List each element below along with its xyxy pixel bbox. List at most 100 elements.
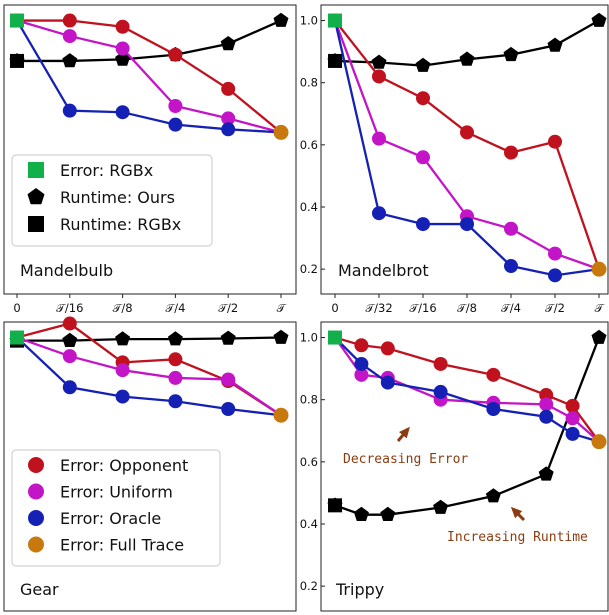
x-tick-label: 𝒯/8	[457, 301, 477, 315]
x-tick-label: 𝒯	[595, 301, 606, 315]
point-rgbx-runtime	[328, 53, 342, 68]
panel-mandelbulb: 0 𝒯/16 𝒯/8 𝒯/4 𝒯/2 𝒯 Mandelbulb	[3, 4, 297, 315]
point-uniform	[539, 397, 554, 412]
x-tick-label: 𝒯/32	[365, 301, 392, 315]
panel-mandelbrot: 0 𝒯/32 𝒯/16 𝒯/8 𝒯/4 𝒯/2 𝒯 0.2 0.4 0.6 0.8 1.0 Mandel…	[300, 4, 609, 315]
point-opponent	[354, 338, 369, 353]
point-opponent	[62, 316, 77, 331]
legend-marker	[28, 457, 44, 473]
annotation-decreasing-error: Decreasing Error	[343, 452, 468, 467]
point-oracle	[433, 384, 448, 399]
x-tick-label: 𝒯/2	[545, 301, 565, 315]
series-line-oracle	[334, 336, 600, 443]
point-opponent	[115, 19, 130, 34]
point-ours	[433, 499, 449, 514]
panel-trippy: 0.2 0.4 0.6 0.8 1.0 Trippy	[300, 321, 609, 612]
point-oracle	[115, 389, 130, 404]
legend-label: Error: RGBx	[60, 161, 153, 180]
point-opponent	[372, 69, 386, 84]
point-oracle	[372, 206, 386, 221]
annotation-increasing-runtime: Increasing Runtime	[447, 530, 588, 545]
point-oracle	[460, 217, 474, 232]
x-tick-label: 0	[13, 301, 20, 315]
legend-marker	[27, 188, 45, 205]
y-tick-label: 0.6	[300, 138, 318, 152]
point-uniform	[354, 367, 369, 382]
point-ours	[273, 12, 289, 27]
x-tick-label: 𝒯/16	[56, 301, 83, 315]
point-opponent	[380, 341, 395, 356]
legend-marker	[28, 510, 44, 526]
point-opponent	[416, 91, 430, 106]
point-ours	[459, 51, 475, 66]
point-ours	[371, 54, 387, 69]
point-oracle	[548, 268, 562, 283]
point-ours	[62, 53, 78, 68]
point-oracle	[504, 259, 518, 274]
point-rgbx-error	[328, 330, 342, 345]
point-oracle	[221, 122, 236, 137]
point-opponent	[62, 13, 77, 28]
point-rgbx-error	[328, 13, 342, 28]
point-ours	[62, 332, 78, 347]
legend-label: Error: Oracle	[60, 509, 161, 528]
point-uniform	[168, 98, 183, 113]
arrow-head	[510, 506, 523, 519]
series-line-ours	[17, 19, 282, 63]
point-oracle	[486, 402, 501, 417]
y-tick-label: 1.0	[300, 14, 318, 28]
point-oracle	[221, 402, 236, 417]
legend-box	[11, 154, 213, 247]
point-ours	[591, 12, 607, 27]
legend-label: Runtime: Ours	[60, 188, 175, 207]
x-tick-label: 𝒯/8	[113, 301, 133, 315]
y-tick-label: 0.8	[300, 393, 318, 407]
point-oracle	[62, 380, 77, 395]
y-tick-label: 1.0	[300, 331, 318, 345]
point-rgbx-error	[10, 13, 24, 28]
panel-frame	[320, 4, 609, 295]
point-opponent	[565, 398, 580, 413]
point-ours	[415, 57, 431, 72]
point-ours	[485, 488, 501, 503]
point-uniform	[115, 41, 130, 56]
arrow-decreasing-error	[396, 426, 410, 442]
point-ours	[115, 331, 131, 346]
point-uniform	[221, 372, 236, 387]
y-tick-label: 0.8	[300, 76, 318, 90]
y-tick-label: 0.4	[300, 200, 318, 214]
panel-title: Mandelbulb	[20, 261, 113, 280]
point-uniform	[221, 111, 236, 126]
point-oracle	[416, 217, 430, 232]
x-tick-label: 𝒯/4	[501, 301, 521, 315]
panel-title: Trippy	[335, 580, 384, 599]
legend-marker	[28, 483, 44, 500]
x-tick-label: 0	[331, 301, 338, 315]
point-rgbx-runtime	[10, 53, 24, 68]
point-oracle	[380, 375, 395, 390]
point-oracle	[62, 103, 77, 118]
arrow-increasing-runtime	[510, 506, 526, 522]
y-tick-label: 0.4	[300, 517, 318, 531]
x-tick-label: 𝒯/16	[409, 301, 436, 315]
legend-marker	[28, 536, 44, 553]
legend-label: Error: Opponent	[60, 456, 188, 475]
point-rgbx-runtime	[328, 498, 342, 513]
point-uniform	[565, 411, 580, 426]
point-uniform	[168, 370, 183, 385]
series-line-opponent	[17, 19, 282, 134]
point-oracle	[354, 356, 369, 371]
series-line-oracle	[16, 19, 282, 134]
point-ours	[220, 330, 236, 345]
x-tick-label: 𝒯/4	[165, 301, 185, 315]
point-full-trace	[273, 124, 289, 140]
legend-marker	[28, 216, 44, 232]
point-opponent	[433, 356, 448, 371]
point-ours	[115, 51, 131, 66]
point-oracle	[168, 394, 183, 409]
y-tick-label: 0.6	[300, 455, 318, 469]
series-line-ours	[17, 336, 282, 342]
point-uniform	[372, 131, 386, 146]
arrow-head	[399, 426, 410, 439]
point-ours	[547, 37, 563, 52]
